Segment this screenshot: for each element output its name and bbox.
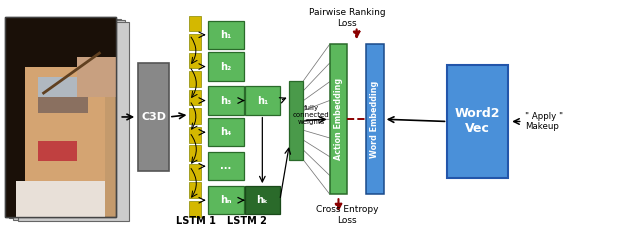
Text: " Apply "
Makeup: " Apply " Makeup (525, 112, 563, 131)
Bar (209, 186, 244, 214)
Text: h₁: h₁ (257, 96, 268, 106)
Bar (189, 127, 201, 143)
Text: h₃: h₃ (220, 96, 232, 106)
Bar (366, 44, 384, 194)
Bar (189, 15, 201, 31)
Bar (245, 86, 280, 115)
Bar (209, 152, 244, 180)
Text: fully
connected
weights: fully connected weights (292, 105, 330, 125)
Bar (209, 86, 244, 115)
Bar (209, 118, 244, 146)
Bar (189, 108, 201, 124)
Bar (189, 53, 201, 68)
Text: h₁: h₁ (220, 30, 232, 40)
Bar (4, 17, 25, 217)
Bar (189, 145, 201, 161)
Text: Word Embedding: Word Embedding (371, 81, 380, 158)
Bar (4, 17, 116, 73)
Text: Pairwise Ranking
Loss: Pairwise Ranking Loss (309, 8, 386, 27)
Bar (77, 57, 116, 97)
Bar (38, 77, 77, 97)
Text: hₙ: hₙ (220, 195, 232, 205)
Text: h₄: h₄ (220, 127, 232, 137)
Text: hₖ: hₖ (257, 195, 268, 205)
Bar (4, 17, 116, 217)
Bar (189, 71, 201, 87)
Text: LSTM 1: LSTM 1 (176, 216, 216, 226)
Bar (447, 65, 508, 178)
Bar (245, 186, 280, 214)
Bar (13, 20, 125, 220)
Bar (189, 201, 201, 217)
Text: C3D: C3D (141, 112, 166, 122)
Bar (25, 67, 105, 187)
Text: h₂: h₂ (220, 61, 232, 72)
Bar (289, 81, 303, 160)
Bar (189, 90, 201, 105)
Bar (4, 17, 116, 217)
Bar (138, 63, 169, 171)
Bar (330, 44, 348, 194)
Bar (189, 182, 201, 198)
Bar (209, 21, 244, 49)
Bar (18, 22, 129, 222)
Text: LSTM 2: LSTM 2 (227, 216, 267, 226)
Text: Cross Entropy
Loss: Cross Entropy Loss (316, 205, 379, 225)
Text: ...: ... (220, 161, 232, 171)
Bar (9, 19, 120, 218)
Bar (38, 83, 88, 113)
Text: Word2
Vec: Word2 Vec (455, 107, 500, 136)
Bar (38, 141, 77, 161)
Bar (189, 164, 201, 179)
Bar (209, 52, 244, 81)
Text: Action Embedding: Action Embedding (334, 78, 343, 160)
Bar (16, 181, 105, 217)
Bar (189, 34, 201, 50)
